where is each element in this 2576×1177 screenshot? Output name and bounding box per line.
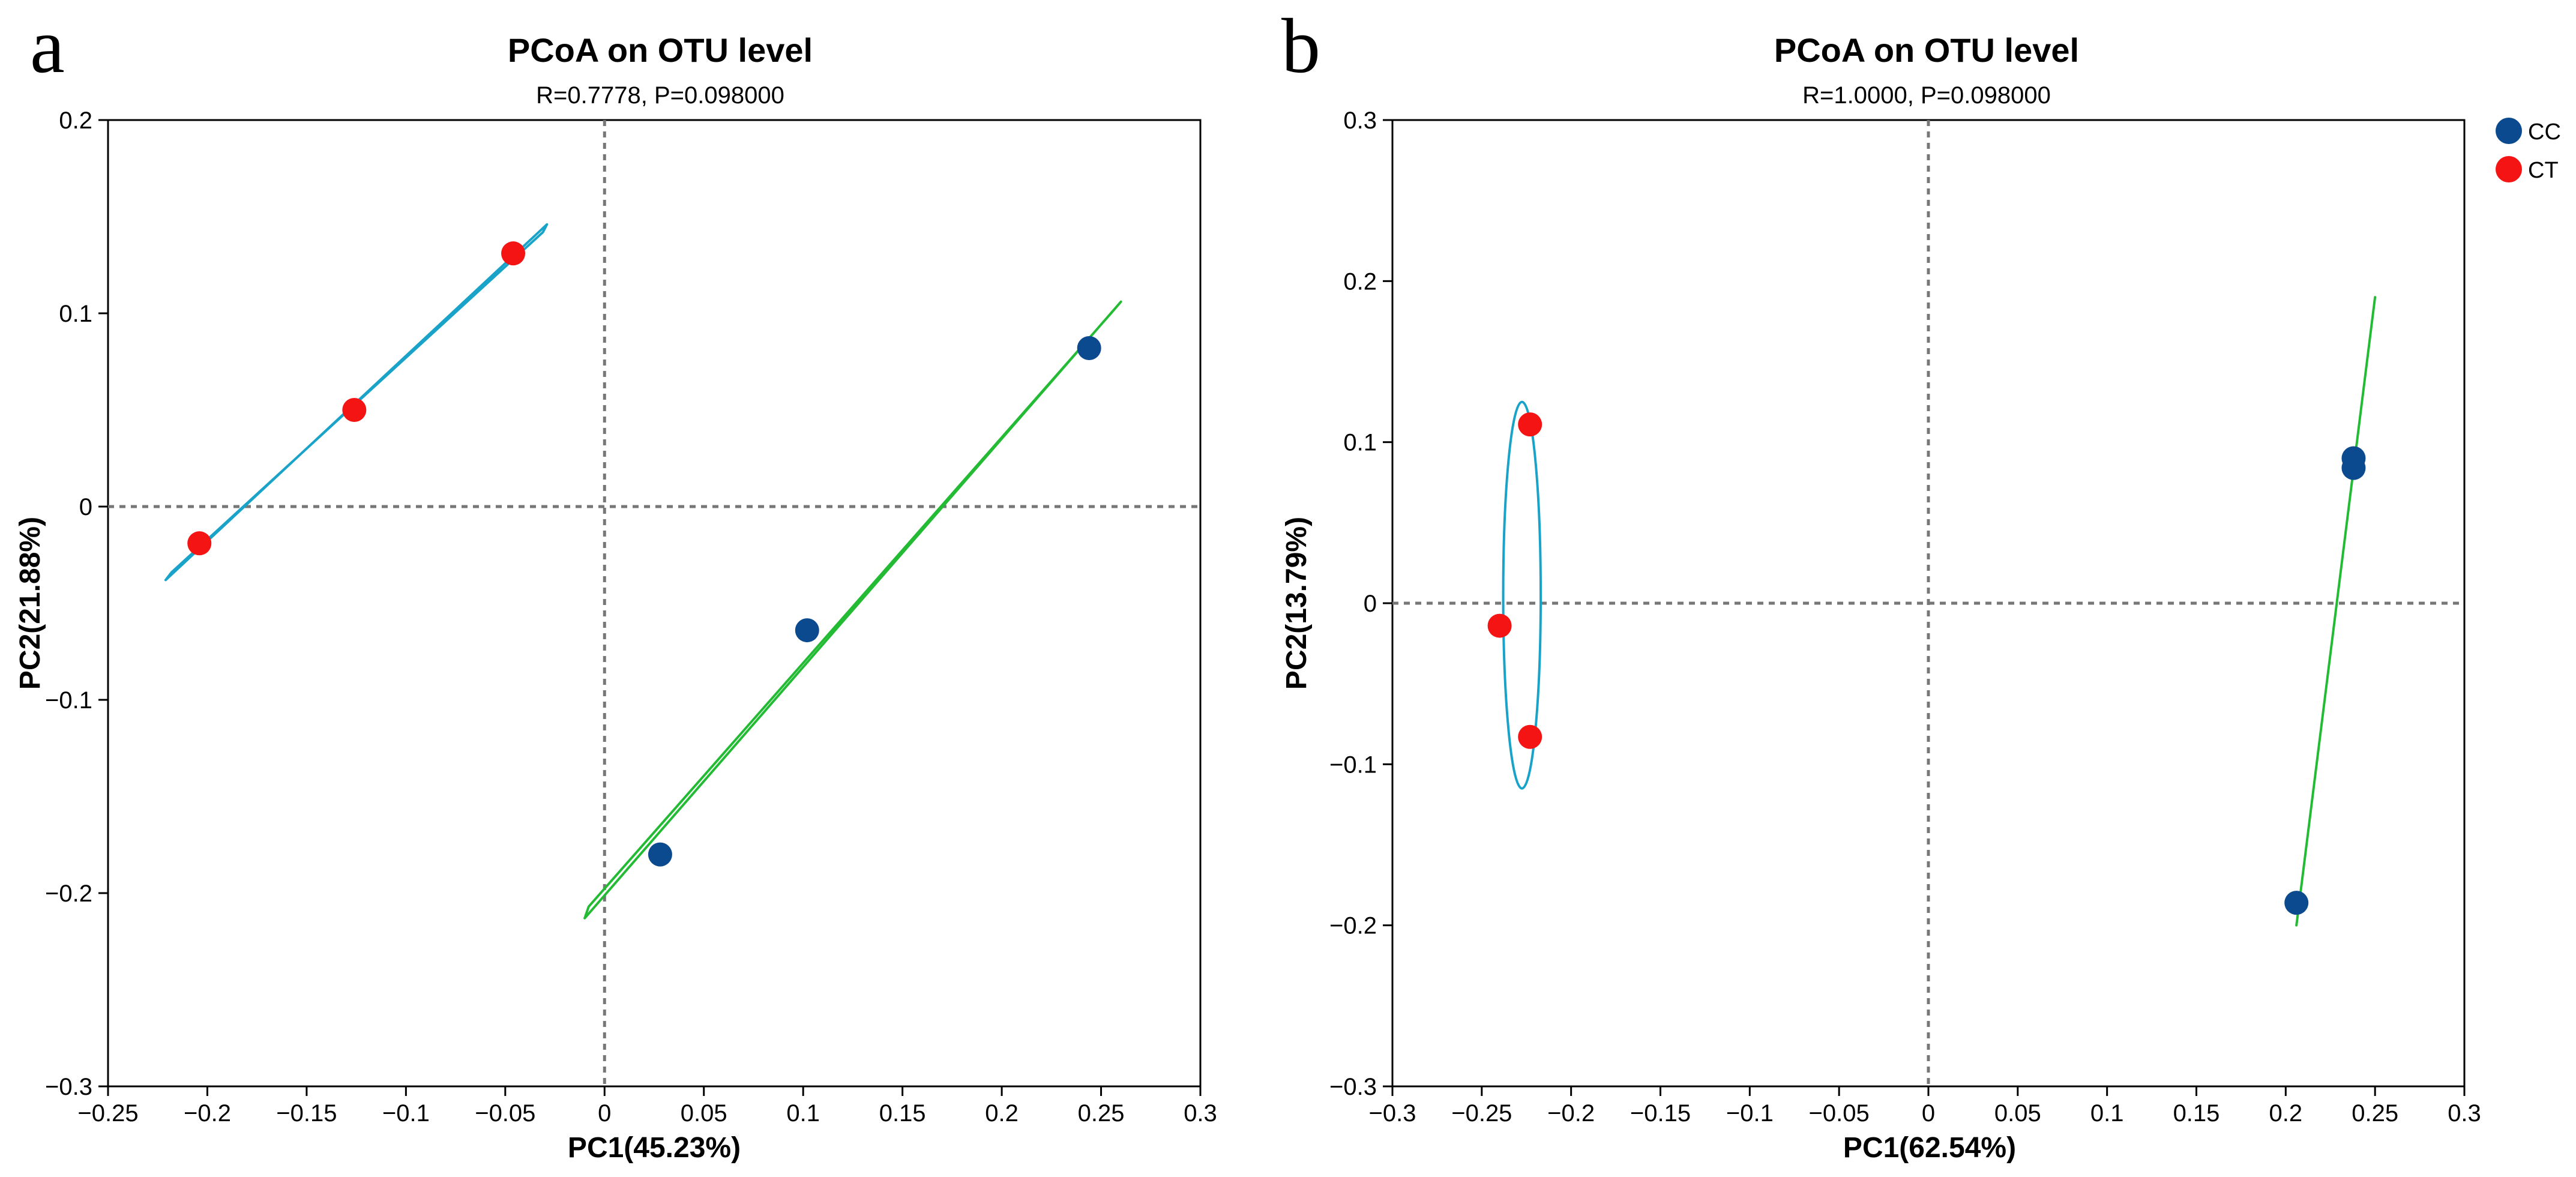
y-tick-label-b: −0.1 (1329, 751, 1377, 778)
data-point-cc-b (2341, 456, 2366, 480)
legend-label-ct: CT (2528, 158, 2559, 183)
data-points-a (187, 241, 1101, 867)
plot-frame-a (107, 119, 1202, 1088)
x-tick-label-a: 0.15 (879, 1100, 926, 1127)
data-point-ct-a (501, 241, 526, 266)
data-point-cc-a (648, 842, 672, 867)
chart-subtitle-b: R=1.0000, P=0.098000 (1802, 82, 2051, 109)
x-tick-label-b: 0 (1922, 1100, 1935, 1127)
x-tick-label-a: 0 (598, 1100, 611, 1127)
confidence-ellipse-ct-a (164, 223, 549, 582)
data-point-ct-b (1518, 724, 1542, 749)
data-point-ct-b (1487, 613, 1512, 638)
x-axis-label-a: PC1(45.23%) (568, 1132, 741, 1164)
confidence-ellipse-cc-b (2295, 296, 2377, 927)
y-tick-label-a: 0.1 (59, 301, 92, 327)
panel-letter-a: a (30, 3, 65, 89)
x-tick-label-b: 0.2 (2269, 1100, 2303, 1127)
panel-b: b PCoA on OTU level R=1.0000, P=0.098000… (1281, 3, 2481, 1164)
legend-label-cc: CC (2528, 119, 2561, 145)
confidence-ellipse-cc-a (583, 300, 1122, 920)
y-tick-label-b: −0.2 (1329, 913, 1377, 939)
y-tick-label-b: 0 (1364, 591, 1377, 617)
y-tick-label-b: 0.2 (1343, 268, 1377, 295)
x-tick-label-b: 0.1 (2090, 1100, 2124, 1127)
x-tick-label-a: −0.05 (475, 1100, 535, 1127)
x-axis-ticks-a: −0.25 −0.2 −0.15 −0.1 −0.05 0 0.05 0.1 0.15 0.2 0.… (77, 1086, 1217, 1127)
y-tick-label-b: 0.1 (1343, 430, 1377, 456)
y-tick-label-a: −0.3 (45, 1074, 92, 1100)
y-tick-label-b: 0.3 (1343, 107, 1377, 134)
y-tick-label-a: 0.2 (59, 107, 92, 134)
x-tick-label-b: −0.05 (1809, 1100, 1870, 1127)
zero-lines-b (1392, 120, 2464, 1086)
x-tick-label-a: 0.3 (1184, 1100, 1217, 1127)
group-ellipses-a (164, 223, 1122, 920)
x-tick-label-a: 0.1 (786, 1100, 820, 1127)
legend-marker-ct (2496, 156, 2522, 182)
panel-letter-b: b (1281, 3, 1320, 89)
data-point-cc-a (1077, 336, 1101, 360)
group-ellipses-b (1502, 296, 2377, 927)
x-tick-label-a: 0.05 (681, 1100, 727, 1127)
panel-a: a PCoA on OTU level R=0.7778, P=0.098000… (14, 3, 1217, 1164)
y-axis-label-b: PC2(13.79%) (1281, 517, 1313, 690)
x-tick-label-b: −0.2 (1547, 1100, 1595, 1127)
zero-lines-a (108, 120, 1200, 1086)
x-tick-label-b: 0.25 (2352, 1100, 2398, 1127)
chart-subtitle-a: R=0.7778, P=0.098000 (536, 82, 784, 109)
y-tick-label-a: −0.2 (45, 880, 92, 907)
data-point-ct-a (187, 531, 212, 556)
x-tick-label-b: −0.25 (1451, 1100, 1512, 1127)
x-tick-label-a: 0.25 (1078, 1100, 1125, 1127)
data-point-cc-b (2284, 891, 2309, 915)
x-tick-label-b: 0.15 (2173, 1100, 2220, 1127)
x-tick-label-b: −0.15 (1630, 1100, 1691, 1127)
x-axis-label-b: PC1(62.54%) (1843, 1132, 2016, 1164)
chart-title-b: PCoA on OTU level (1774, 31, 2079, 69)
x-tick-label-a: 0.2 (985, 1100, 1019, 1127)
data-point-ct-b (1518, 412, 1542, 437)
data-point-cc-a (795, 618, 819, 643)
x-axis-ticks-b: −0.3 −0.25 −0.2 −0.15 −0.1 −0.05 0 0.05 0.1 0.15 0… (1369, 1086, 2481, 1127)
x-tick-label-a: −0.15 (276, 1100, 337, 1127)
data-point-ct-a (342, 398, 367, 422)
x-tick-label-a: −0.1 (382, 1100, 430, 1127)
x-tick-label-a: −0.2 (184, 1100, 231, 1127)
x-tick-label-b: 0.05 (1994, 1100, 2041, 1127)
y-tick-label-a: 0 (79, 494, 92, 520)
chart-title-a: PCoA on OTU level (508, 31, 813, 69)
x-tick-label-a: −0.25 (77, 1100, 138, 1127)
y-tick-label-b: −0.3 (1329, 1074, 1377, 1100)
confidence-ellipse-ct-b (1502, 400, 1542, 790)
x-tick-label-b: −0.3 (1369, 1100, 1416, 1127)
x-tick-label-b: 0.3 (2448, 1100, 2481, 1127)
legend-item-cc: CC (2496, 118, 2561, 145)
y-axis-label-a: PC2(21.88%) (14, 517, 46, 690)
y-axis-ticks-a: −0.3 −0.2 −0.1 0 0.1 0.2 (45, 107, 108, 1100)
data-points-b (1487, 412, 2366, 915)
legend-item-ct: CT (2496, 156, 2559, 183)
legend: CC CT (2496, 118, 2561, 183)
y-axis-ticks-b: −0.3 −0.2 −0.1 0 0.1 0.2 0.3 (1329, 107, 1392, 1100)
legend-marker-cc (2496, 118, 2522, 144)
y-tick-label-a: −0.1 (45, 687, 92, 714)
x-tick-label-b: −0.1 (1726, 1100, 1774, 1127)
